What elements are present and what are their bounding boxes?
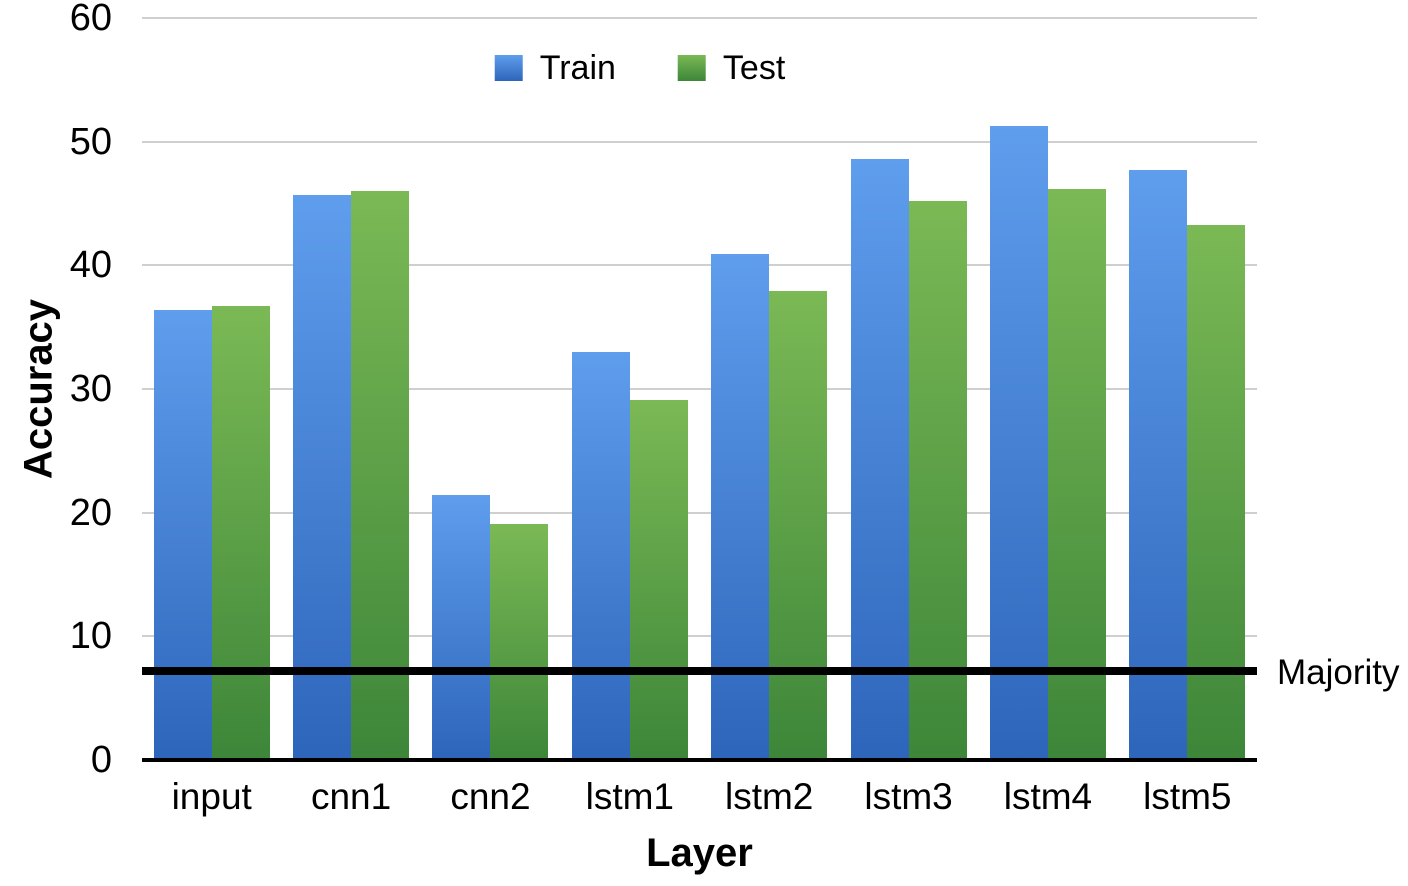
majority-label: Majority [1277,652,1400,692]
y-tick-50: 50 [69,120,112,163]
x-label-cnn2: cnn2 [450,776,531,817]
y-tick-20: 20 [69,491,112,534]
gridline-30 [142,388,1257,390]
bar-group-input [142,18,281,760]
bar-test-lstm2 [769,291,828,760]
legend-label-train: Train [539,49,616,87]
bar-test-lstm1 [629,400,688,760]
bar-train-lstm1 [571,351,630,760]
gridline-20 [142,511,1257,514]
y-tick-0: 0 [90,739,112,781]
x-label-lstm1: lstm1 [585,776,675,817]
bar-test-cnn2 [490,523,549,760]
legend: Train Test [494,49,786,87]
y-tick-40: 40 [69,244,112,287]
x-label-lstm5: lstm5 [1143,776,1232,817]
bar-train-lstm5 [1129,170,1188,760]
bar-test-lstm3 [908,201,967,760]
gridline-10 [142,635,1257,638]
bar-test-lstm5 [1187,224,1246,760]
x-label-lstm3: lstm3 [864,776,953,817]
gridline-40 [142,264,1257,267]
bar-group-lstm2 [700,18,839,760]
x-label-cnn1: cnn1 [310,776,392,817]
majority-reference-line [142,666,1257,675]
legend-item-train: Train [494,49,616,87]
x-label-input: input [171,776,252,817]
bar-train-lstm3 [850,158,909,760]
bar-group-lstm3 [839,18,978,760]
bar-train-input [153,309,212,760]
x-label-lstm2: lstm2 [724,776,814,817]
gridline-50 [142,140,1257,143]
bar-test-input [211,306,270,760]
bar-group-lstm1 [560,18,699,760]
legend-swatch-test [677,55,706,81]
bar-group-lstm4 [978,18,1117,760]
bar-series [142,18,1257,760]
bar-train-lstm2 [711,254,770,760]
bar-group-cnn2 [421,18,560,760]
bar-train-cnn2 [432,495,491,760]
bar-test-cnn1 [351,191,410,760]
bar-group-lstm5 [1118,18,1257,760]
x-axis-line [142,758,1257,762]
x-axis-category-labels: input cnn1 cnn2 lstm1 lstm2 lstm3 lstm4 lstm5 [142,776,1257,818]
x-axis-title: Layer [646,831,753,875]
y-tick-30: 30 [69,368,112,410]
y-tick-10: 10 [69,615,112,658]
bar-test-lstm4 [1047,188,1106,760]
plot-area [142,17,1257,762]
bar-train-cnn1 [293,194,352,760]
legend-item-test: Test [677,49,786,87]
x-label-lstm4: lstm4 [1003,776,1093,817]
bar-group-cnn1 [281,18,420,760]
gridline-60 [142,17,1257,19]
legend-label-test: Test [722,49,786,87]
bar-train-lstm4 [989,125,1048,760]
legend-swatch-train [494,55,523,81]
y-tick-60: 60 [69,0,112,39]
